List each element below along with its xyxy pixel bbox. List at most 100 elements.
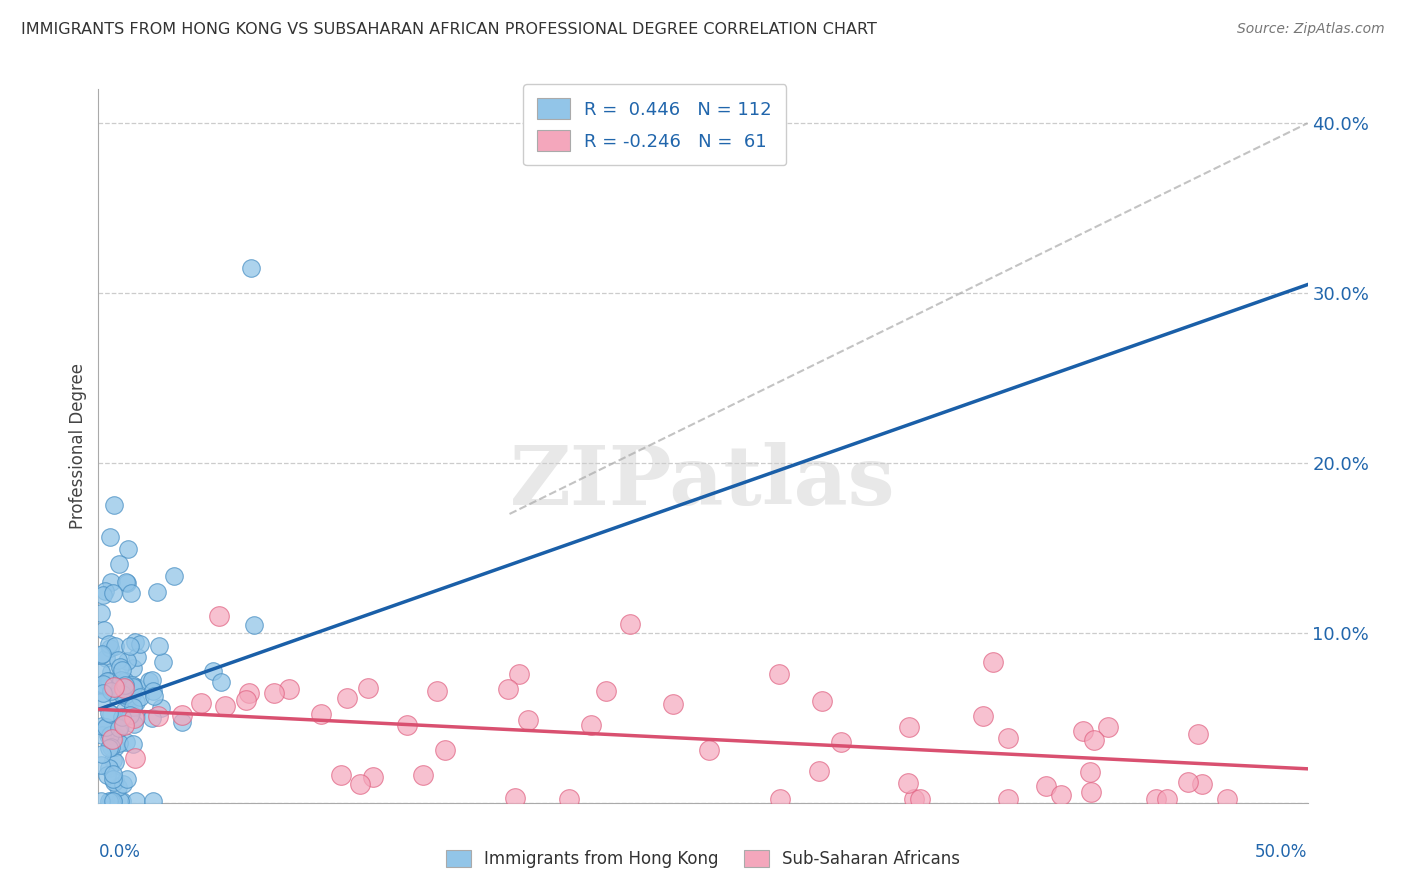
Point — [100, 574, 122, 589]
Point — [90, 794, 112, 808]
Point — [112, 681, 135, 696]
Point — [349, 777, 371, 791]
Point — [1078, 764, 1101, 779]
Point — [111, 687, 134, 701]
Point — [110, 794, 132, 808]
Point — [107, 681, 129, 696]
Point — [107, 653, 129, 667]
Text: Source: ZipAtlas.com: Source: ZipAtlas.com — [1237, 22, 1385, 37]
Legend: Immigrants from Hong Kong, Sub-Saharan Africans: Immigrants from Hong Kong, Sub-Saharan A… — [439, 843, 967, 875]
Point — [768, 667, 790, 681]
Point — [434, 743, 457, 757]
Point — [93, 623, 115, 637]
Point — [96, 768, 118, 782]
Point — [1071, 723, 1094, 738]
Point — [122, 737, 145, 751]
Point — [908, 792, 931, 806]
Point — [100, 684, 122, 698]
Point — [496, 682, 519, 697]
Point — [108, 721, 131, 735]
Point — [101, 586, 124, 600]
Point — [997, 731, 1019, 745]
Point — [202, 664, 225, 678]
Point — [1080, 785, 1102, 799]
Point — [114, 735, 136, 749]
Point — [508, 666, 530, 681]
Point — [100, 794, 122, 808]
Point — [208, 608, 231, 623]
Point — [412, 768, 434, 782]
Point — [98, 673, 121, 688]
Point — [125, 794, 148, 808]
Point — [981, 655, 1004, 669]
Point — [108, 736, 131, 750]
Point — [115, 574, 138, 589]
Point — [101, 794, 124, 808]
Point — [235, 692, 257, 706]
Point — [146, 585, 169, 599]
Point — [103, 794, 125, 808]
Point — [101, 753, 124, 767]
Point — [114, 673, 136, 688]
Point — [329, 768, 352, 782]
Point — [1177, 774, 1199, 789]
Point — [361, 770, 384, 784]
Point — [142, 794, 165, 808]
Point — [214, 699, 236, 714]
Point — [98, 740, 121, 755]
Point — [811, 693, 834, 707]
Point — [111, 663, 134, 677]
Point — [90, 758, 112, 772]
Point — [100, 665, 122, 680]
Point — [138, 673, 160, 688]
Legend: R =  0.446   N = 112, R = -0.246   N =  61: R = 0.446 N = 112, R = -0.246 N = 61 — [523, 84, 786, 165]
Point — [98, 761, 121, 775]
Point — [357, 681, 380, 695]
Point — [93, 583, 115, 598]
Point — [1035, 779, 1057, 793]
Point — [558, 792, 581, 806]
Point — [101, 772, 124, 786]
Text: IMMIGRANTS FROM HONG KONG VS SUBSAHARAN AFRICAN PROFESSIONAL DEGREE CORRELATION : IMMIGRANTS FROM HONG KONG VS SUBSAHARAN … — [21, 22, 877, 37]
Point — [170, 708, 193, 723]
Point — [103, 687, 125, 701]
Point — [120, 707, 142, 722]
Point — [97, 637, 120, 651]
Point — [209, 675, 232, 690]
Point — [112, 718, 135, 732]
Point — [129, 690, 152, 704]
Point — [152, 655, 174, 669]
Point — [91, 677, 114, 691]
Point — [277, 681, 299, 696]
Point — [90, 607, 112, 621]
Point — [122, 717, 145, 731]
Point — [108, 660, 131, 674]
Point — [100, 739, 122, 754]
Point — [93, 588, 115, 602]
Point — [125, 710, 148, 724]
Point — [190, 697, 212, 711]
Point — [97, 794, 120, 808]
Point — [114, 688, 136, 702]
Point — [104, 729, 127, 743]
Point — [150, 701, 173, 715]
Point — [808, 764, 831, 778]
Point — [98, 728, 121, 742]
Point — [117, 542, 139, 557]
Point — [90, 665, 112, 679]
Point — [91, 728, 114, 742]
Point — [96, 720, 118, 734]
Point — [661, 697, 683, 711]
Point — [1216, 792, 1239, 806]
Point — [90, 648, 112, 662]
Point — [336, 691, 359, 706]
Point — [129, 637, 152, 651]
Point — [426, 684, 449, 698]
Point — [122, 711, 145, 725]
Point — [120, 586, 142, 600]
Point — [972, 709, 994, 723]
Point — [103, 755, 125, 769]
Point — [104, 772, 127, 787]
Point — [98, 706, 121, 720]
Point — [162, 569, 184, 583]
